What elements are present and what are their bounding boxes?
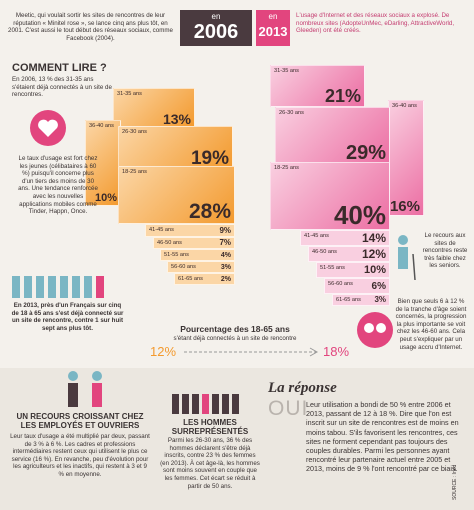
age-box: 61-65 ans 2% bbox=[174, 273, 235, 285]
age-value: 9% bbox=[219, 226, 231, 235]
men-text: Parmi les 26-30 ans, 36 % des hommes déc… bbox=[160, 437, 260, 490]
how-to-read-title: COMMENT LIRE ? bbox=[12, 62, 107, 74]
year: 2013 bbox=[258, 24, 288, 39]
age-value: 19% bbox=[190, 148, 229, 169]
age-label: 46-50 ans bbox=[157, 240, 182, 246]
men-title: LES HOMMES SURREPRÉSENTÉS bbox=[171, 418, 249, 436]
age-box: 51-55 ans 10% bbox=[316, 262, 390, 278]
age-value: 7% bbox=[219, 238, 231, 247]
age-value: 2% bbox=[220, 276, 231, 283]
chart: 31-35 ans 13% 36-40 ans 10% 26-30 ans 19% 18-2… bbox=[85, 65, 424, 306]
senior-note: Le recours aux sites de rencontres reste… bbox=[422, 232, 468, 270]
age-label: 61-65 ans bbox=[178, 276, 203, 282]
how-to-read-text: En 2006, 13 % des 31-35 ans s'étaient dé… bbox=[12, 76, 112, 99]
age-label: 51-55 ans bbox=[320, 265, 345, 271]
age-box: 36-40 ans 16% bbox=[388, 100, 424, 216]
age-box: 46-50 ans 7% bbox=[153, 237, 235, 249]
year-2006: en 2006 bbox=[180, 10, 252, 46]
age-label: 46-50 ans bbox=[312, 249, 337, 255]
summary-arrow bbox=[184, 347, 319, 357]
senior-icon bbox=[398, 235, 416, 281]
age-label: 26-30 ans bbox=[279, 110, 304, 116]
summary-to: 18% bbox=[323, 344, 350, 359]
france-note: En 2013, près d'un Français sur cinq de … bbox=[11, 302, 124, 332]
age-box: 46-50 ans 12% bbox=[308, 246, 390, 262]
age-label: 61-65 ans bbox=[336, 297, 361, 303]
age-label: 36-40 ans bbox=[89, 123, 114, 129]
workers-text: Leur taux d'usage a été multiplié par de… bbox=[10, 433, 150, 478]
hearts-icon bbox=[357, 312, 393, 348]
people-icons bbox=[12, 276, 104, 298]
age-box: 51-55 ans 4% bbox=[160, 249, 235, 261]
age-label: 41-45 ans bbox=[149, 227, 174, 233]
note-2013: L'usage d'Internet et des réseaux sociau… bbox=[296, 12, 455, 35]
age-label: 41-45 ans bbox=[304, 233, 329, 239]
workers-icon bbox=[68, 371, 102, 407]
age-value: 40% bbox=[333, 200, 386, 230]
age-box: 18-25 ans 40% bbox=[270, 162, 390, 230]
year: 2006 bbox=[193, 21, 239, 43]
bottom-band bbox=[0, 368, 474, 510]
summary-subtitle: s'étant déjà connectés à un site de renc… bbox=[173, 335, 297, 342]
source: SOURCE : Ined bbox=[452, 464, 458, 500]
age-label: 18-25 ans bbox=[122, 169, 147, 175]
age-value: 3% bbox=[374, 295, 386, 304]
age-box: 18-25 ans 28% bbox=[118, 166, 235, 224]
age-value: 10% bbox=[363, 264, 386, 276]
age-label: 31-35 ans bbox=[274, 68, 299, 74]
answer-word: OUI bbox=[268, 397, 309, 420]
age-label: 56-60 ans bbox=[171, 264, 196, 270]
age-box: 31-35 ans 13% bbox=[113, 88, 195, 128]
age-box: 41-45 ans 9% bbox=[145, 224, 235, 237]
age-box: 61-65 ans 3% bbox=[332, 294, 390, 306]
heart-icon bbox=[30, 110, 66, 146]
age-box: 31-35 ans 21% bbox=[270, 65, 365, 107]
age-value: 10% bbox=[94, 192, 117, 204]
age-value: 3% bbox=[220, 264, 231, 271]
young-note: Le taux d'usage est fort chez les jeunes… bbox=[18, 155, 98, 216]
age-box: 26-30 ans 19% bbox=[118, 126, 233, 170]
age-value: 12% bbox=[361, 247, 386, 261]
age-value: 6% bbox=[371, 281, 386, 292]
answer-title: La réponse bbox=[268, 380, 337, 396]
workers-title: UN RECOURS CROISSANT CHEZ LES EMPLOYÉS E… bbox=[16, 412, 144, 430]
year-2013: en 2013 bbox=[256, 10, 290, 46]
age-label: 51-55 ans bbox=[164, 252, 189, 258]
age-value: 29% bbox=[345, 142, 386, 164]
age-value: 4% bbox=[220, 252, 231, 259]
answer-text: Leur utilisation a bondi de 50 % entre 2… bbox=[306, 400, 459, 474]
year-prefix: en bbox=[211, 12, 221, 21]
age-box: 36-40 ans 10% bbox=[85, 120, 121, 206]
age-label: 18-25 ans bbox=[274, 165, 299, 171]
men-icons bbox=[172, 394, 239, 414]
year-prefix: en bbox=[268, 12, 278, 21]
age-box: 41-45 ans 14% bbox=[300, 230, 390, 246]
summary-from: 12% bbox=[150, 344, 177, 359]
intro: Meetic, qui voulait sortir les sites de … bbox=[8, 12, 173, 42]
age-box: 26-30 ans 29% bbox=[275, 107, 390, 165]
progress-note: Bien que seuls 6 à 12 % de la tranche d'… bbox=[395, 298, 467, 351]
summary-title: Pourcentage des 18-65 ans bbox=[180, 324, 290, 334]
age-box: 56-60 ans 3% bbox=[167, 261, 235, 273]
age-value: 28% bbox=[188, 200, 231, 223]
age-label: 26-30 ans bbox=[122, 129, 147, 135]
age-box: 56-60 ans 6% bbox=[324, 278, 390, 294]
age-label: 36-40 ans bbox=[392, 103, 417, 109]
age-value: 16% bbox=[389, 198, 420, 215]
age-value: 21% bbox=[324, 86, 361, 106]
age-value: 14% bbox=[361, 231, 386, 245]
age-label: 56-60 ans bbox=[328, 281, 353, 287]
age-value: 13% bbox=[162, 111, 191, 127]
age-label: 31-35 ans bbox=[117, 91, 142, 97]
